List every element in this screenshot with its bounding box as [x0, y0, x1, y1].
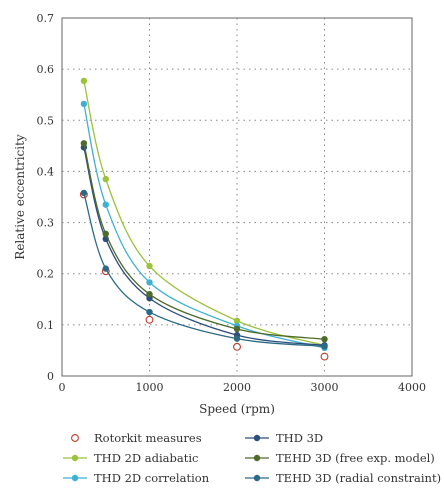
data-point — [102, 230, 109, 238]
y-tick-label: 0.2 — [37, 268, 55, 281]
legend-label: THD 2D adiabatic — [94, 451, 199, 465]
series-0 — [79, 190, 329, 361]
y-tick-label: 0.7 — [37, 12, 55, 25]
series-line — [83, 103, 325, 349]
legend-swatch — [245, 474, 269, 482]
data-point — [146, 279, 153, 286]
legend-item: THD 2D correlation — [62, 471, 209, 485]
data-point — [233, 342, 241, 351]
legend-swatch — [245, 434, 269, 442]
series-group — [79, 77, 329, 361]
tick-labels: 0 1000 2000 3000 4000 0 0.1 0.2 0.3 0.4 0.5 0.6 0.7 — [37, 12, 427, 394]
legend-swatch — [63, 454, 87, 462]
legend-swatch — [245, 454, 269, 462]
data-point — [320, 352, 329, 361]
series-4 — [80, 140, 328, 343]
legend-item: TEHD 3D (radial constraint) — [244, 471, 441, 485]
x-tick-label: 4000 — [398, 381, 426, 394]
legend-label: Rotorkit measures — [94, 431, 202, 445]
x-tick-label: 2000 — [223, 381, 251, 394]
y-tick-label: 0 — [47, 370, 54, 383]
legend-item: Rotorkit measures — [62, 431, 202, 445]
plot-frame — [61, 17, 413, 377]
legend-label: TEHD 3D (radial constraint) — [276, 471, 442, 485]
x-tick-label: 0 — [59, 381, 66, 394]
legend-item: THD 2D adiabatic — [62, 451, 198, 465]
data-point — [80, 140, 88, 147]
series-line — [83, 192, 325, 347]
data-point — [80, 100, 88, 108]
data-point — [80, 189, 88, 197]
data-point — [321, 343, 328, 350]
y-tick-label: 0.1 — [37, 319, 55, 332]
legend-item: THD 3D — [244, 431, 323, 445]
data-point — [146, 262, 153, 270]
y-tick-label: 0.6 — [37, 63, 55, 76]
y-tick-label: 0.5 — [37, 114, 55, 127]
series-2 — [80, 100, 328, 352]
x-tick-label: 3000 — [311, 381, 339, 394]
y-axis-label: Relative eccentricity — [13, 134, 27, 260]
data-point — [80, 77, 88, 85]
legend-swatch — [71, 434, 79, 442]
data-point — [102, 201, 109, 208]
data-point — [233, 317, 241, 324]
y-tick-label: 0.3 — [37, 217, 55, 230]
data-point — [145, 315, 154, 324]
data-point — [102, 265, 109, 272]
legend-label: THD 3D — [276, 431, 324, 445]
data-point — [102, 175, 109, 183]
x-axis-label: Speed (rpm) — [199, 402, 275, 416]
data-point — [146, 308, 153, 316]
chart: 0 1000 2000 3000 400000.10.20.30.40.50.60.7 … — [13, 12, 427, 416]
legend-label: THD 2D correlation — [94, 471, 210, 485]
series-line — [83, 147, 325, 346]
data-point — [233, 325, 241, 333]
series-3 — [80, 144, 328, 349]
legend-swatch — [63, 474, 87, 482]
legend: Rotorkit measures THD 3D THD 2D adiabatic T… — [0, 425, 444, 495]
legend-label: TEHD 3D (free exp. model) — [276, 451, 435, 465]
data-point — [233, 335, 241, 342]
data-point — [146, 290, 153, 298]
legend-item: TEHD 3D (free exp. model) — [244, 451, 435, 465]
y-tick-label: 0.4 — [37, 165, 55, 178]
series-5 — [80, 189, 328, 350]
series-1 — [80, 77, 328, 349]
data-point — [321, 335, 328, 343]
x-tick-label: 1000 — [136, 381, 164, 394]
